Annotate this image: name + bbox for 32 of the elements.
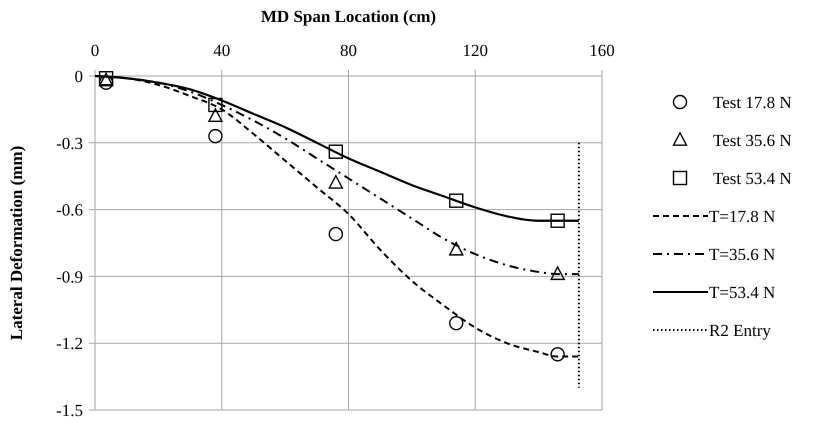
point	[328, 144, 344, 159]
point	[208, 98, 223, 112]
point	[449, 193, 464, 208]
y-axis-title: Lateral Deformation (mm)	[7, 146, 26, 340]
point	[208, 128, 223, 144]
x-tick-label: 120	[462, 41, 488, 60]
legend-label: Test 17.8 N	[713, 93, 792, 112]
point	[550, 266, 565, 280]
x-tick-label: 80	[340, 41, 357, 60]
legend-label: T=35.6 N	[709, 245, 776, 264]
point	[449, 242, 464, 256]
point	[550, 347, 565, 362]
legend-label: R2 Entry	[709, 321, 772, 340]
x-axis-title: MD Span Location (cm)	[260, 7, 436, 26]
point	[328, 226, 344, 242]
point	[449, 316, 464, 330]
y-tick-label: -1.2	[56, 334, 83, 354]
y-tick-label: 0	[74, 67, 83, 86]
legend-label: Test 53.4 N	[713, 169, 792, 188]
legend-label: Test 35.6 N	[713, 131, 792, 150]
y-tick-label: -0.9	[56, 267, 83, 286]
x-tick-label: 0	[90, 41, 100, 60]
x-tick-label: 40	[213, 41, 230, 60]
point	[328, 175, 344, 189]
point	[208, 108, 223, 122]
point	[550, 214, 565, 228]
y-tick-label: -1.5	[56, 401, 83, 420]
y-tick-label: -0.6	[56, 200, 83, 220]
legend-label: T=53.4 N	[709, 283, 776, 302]
y-tick-label: -0.3	[56, 134, 83, 153]
x-tick-label: 160	[589, 41, 615, 60]
legend-label: T=17.8 N	[709, 207, 776, 226]
